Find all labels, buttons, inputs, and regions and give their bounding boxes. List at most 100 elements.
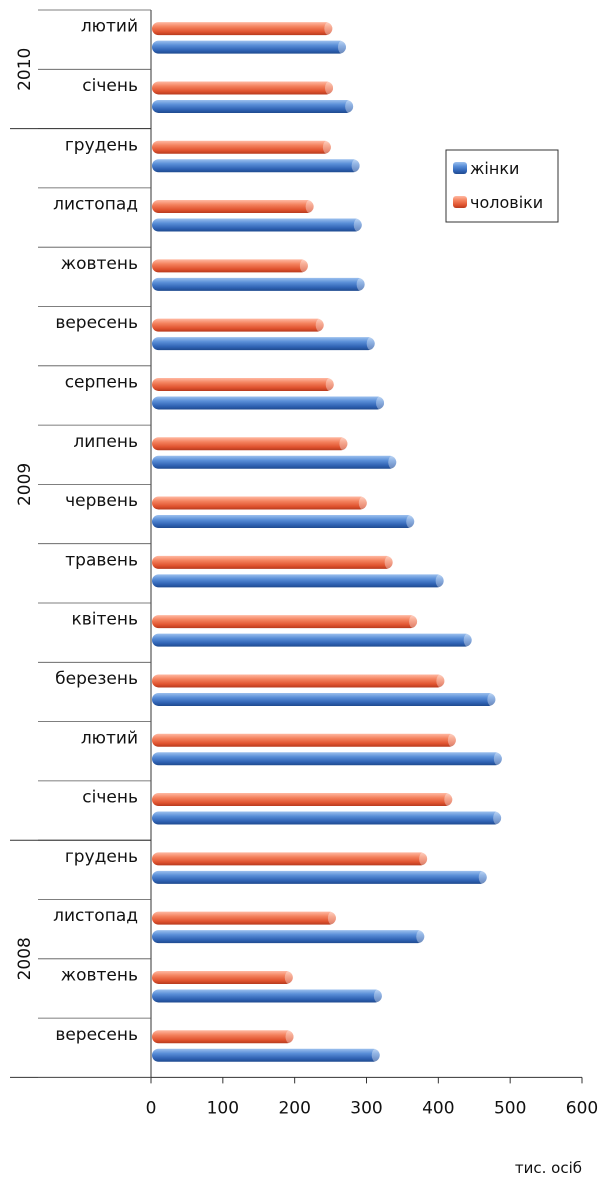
bar-women-cap <box>416 930 425 944</box>
bar-men-cap <box>284 970 293 984</box>
category-label: серпень <box>65 372 138 392</box>
bar-women-cap <box>373 989 382 1003</box>
bar-men <box>152 674 445 688</box>
category-label: травень <box>65 550 138 570</box>
bar-women <box>152 870 487 884</box>
bar-women-cap <box>351 159 360 173</box>
x-tick-label: 100 <box>207 1098 239 1118</box>
bar-men-cap <box>325 377 334 391</box>
bar-men-cap <box>419 852 428 866</box>
bar-men-cap <box>322 140 331 154</box>
bar-women <box>152 218 362 232</box>
bar-men <box>152 615 418 629</box>
x-tick-label: 200 <box>278 1098 310 1118</box>
bar-women <box>152 1048 380 1062</box>
bar-men <box>152 852 428 866</box>
x-tick-label: 400 <box>422 1098 454 1118</box>
year-label: 2008 <box>15 937 35 980</box>
category-label: січень <box>82 76 138 96</box>
category-label: березень <box>55 669 138 689</box>
bar-women <box>152 337 375 351</box>
bar-women <box>152 692 496 706</box>
bar-men <box>152 733 456 747</box>
bar-women <box>152 989 382 1003</box>
bar-men <box>152 22 333 36</box>
bar-women <box>152 633 472 647</box>
category-label: жовтень <box>61 254 138 274</box>
category-label: листопад <box>53 906 138 926</box>
legend-item-men-label: чоловіки <box>470 193 543 212</box>
bar-men <box>152 377 334 391</box>
x-tick-label: 600 <box>566 1098 598 1118</box>
bar-women-cap <box>337 40 346 54</box>
x-tick-label: 300 <box>350 1098 382 1118</box>
legend-item-women-swatch <box>453 162 467 174</box>
bar-women-cap <box>366 337 375 351</box>
bar-women <box>152 752 502 766</box>
category-label: листопад <box>53 195 138 215</box>
bar-men-cap <box>447 733 456 747</box>
bar-women-cap <box>493 811 502 825</box>
bar-men <box>152 496 367 510</box>
bar-women-cap <box>353 218 362 232</box>
bar-men-cap <box>299 259 308 273</box>
bar-women <box>152 277 365 291</box>
bar-men-cap <box>444 793 453 807</box>
category-label: вересень <box>55 1025 138 1045</box>
bar-men <box>152 200 314 214</box>
bar-women-cap <box>493 752 502 766</box>
bar-men-cap <box>384 555 393 569</box>
bar-women-cap <box>376 396 385 410</box>
bar-women-cap <box>478 870 487 884</box>
bar-women-cap <box>371 1048 380 1062</box>
bar-men <box>152 970 293 984</box>
bar-women <box>152 99 354 113</box>
category-label: червень <box>65 491 138 511</box>
bar-men <box>152 437 348 451</box>
bar-men <box>152 911 336 925</box>
year-label: 2009 <box>15 463 35 506</box>
bar-women-cap <box>356 277 365 291</box>
category-label: лютий <box>81 17 138 37</box>
category-label: жовтень <box>61 965 138 985</box>
bar-men <box>152 81 334 95</box>
x-unit-label: тис. осіб <box>515 1159 582 1177</box>
bar-men <box>152 1030 294 1044</box>
chart-labels: 0 100 200 300 400 500 600 тис. осіб 2010 2009 2008… <box>15 17 598 1177</box>
bar-men <box>152 793 453 807</box>
category-label: вересень <box>55 313 138 333</box>
bar-men-cap <box>436 674 445 688</box>
bar-women <box>152 574 444 588</box>
bar-women <box>152 811 502 825</box>
bar-women-cap <box>406 515 415 529</box>
year-label: 2010 <box>15 48 35 91</box>
bar-men-cap <box>327 911 336 925</box>
x-tick-label: 500 <box>494 1098 526 1118</box>
bar-men-cap <box>305 200 314 214</box>
bar-men-cap <box>324 22 333 36</box>
bar-women-cap <box>435 574 444 588</box>
bar-women-cap <box>388 455 397 469</box>
bar-women <box>152 515 415 529</box>
bar-men-cap <box>358 496 367 510</box>
legend-box <box>445 149 559 223</box>
category-label: квітень <box>71 610 138 630</box>
bar-women <box>152 930 425 944</box>
bar-women <box>152 455 397 469</box>
bar-women <box>152 159 360 173</box>
bar-men-cap <box>339 437 348 451</box>
category-label: січень <box>82 788 138 808</box>
bar-men <box>152 259 308 273</box>
bar-women-cap <box>487 692 496 706</box>
chart-bars <box>152 22 502 1062</box>
bar-women <box>152 396 385 410</box>
bar-men <box>152 318 324 332</box>
bar-men-cap <box>285 1030 294 1044</box>
bar-men-cap <box>409 615 418 629</box>
bar-men <box>152 140 331 154</box>
legend-item-men-swatch <box>453 196 467 208</box>
bar-women <box>152 40 346 54</box>
category-label: лютий <box>81 728 138 748</box>
category-label: липень <box>73 432 138 452</box>
